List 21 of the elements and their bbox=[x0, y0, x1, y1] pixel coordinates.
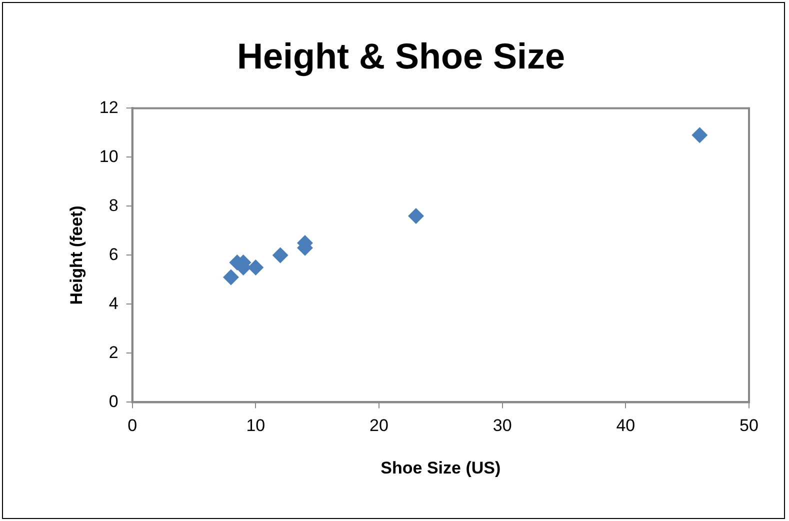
y-tick-label: 8 bbox=[108, 196, 118, 215]
y-tick-label: 2 bbox=[108, 342, 118, 362]
x-tick-label: 50 bbox=[740, 416, 758, 436]
chart-title: Height & Shoe Size bbox=[236, 36, 566, 77]
x-tick-label: 20 bbox=[370, 416, 388, 436]
x-tick-label: 0 bbox=[128, 416, 138, 436]
y-tick-label: 10 bbox=[99, 146, 118, 166]
point bbox=[272, 247, 288, 264]
y-axis-title: Height (feet) bbox=[66, 206, 86, 305]
x-axis-title: Shoe Size (US) bbox=[380, 458, 501, 478]
x-tick-label: 40 bbox=[616, 416, 636, 436]
point bbox=[408, 208, 424, 224]
x-tick-label: 10 bbox=[246, 416, 266, 436]
y-tick-label: 4 bbox=[108, 294, 118, 313]
y-tick-label: 12 bbox=[99, 98, 118, 117]
x-tick-label: 30 bbox=[492, 416, 512, 436]
y-tick-label: 0 bbox=[108, 392, 118, 411]
point bbox=[692, 127, 708, 144]
point bbox=[248, 259, 264, 276]
y-tick-label: 6 bbox=[108, 244, 118, 264]
point bbox=[222, 269, 239, 286]
